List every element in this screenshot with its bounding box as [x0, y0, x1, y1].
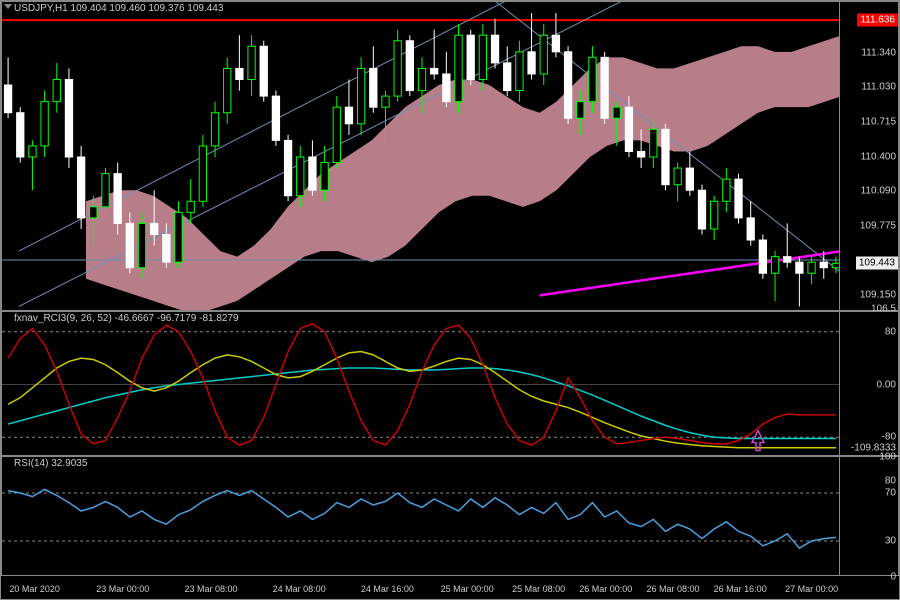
- rsi-plot[interactable]: [2, 457, 840, 575]
- rsi-title: RSI(14) 32.9035: [14, 458, 87, 469]
- current-price-box: 109.443: [856, 256, 898, 269]
- time-label: 24 Mar 16:00: [361, 584, 414, 594]
- dropdown-icon[interactable]: [4, 4, 12, 9]
- price-plot[interactable]: [2, 2, 840, 310]
- time-label: 20 Mar 2020: [9, 584, 60, 594]
- price-panel[interactable]: USDJPY,H1 109.404 109.460 109.376 109.44…: [1, 1, 899, 311]
- price-ytick: 110.090: [861, 186, 896, 197]
- price-ytick: 109.150: [860, 290, 896, 301]
- rci-ytick: 0.00: [877, 379, 896, 390]
- time-label: 23 Mar 08:00: [184, 584, 237, 594]
- rsi-ytick: 30: [885, 536, 896, 547]
- price-yaxis: 109.150 109.775 110.090 110.400 110.715 111.0…: [839, 2, 898, 310]
- price-ytick: 111.340: [861, 47, 896, 58]
- instrument-title: USDJPY,H1 109.404 109.460 109.376 109.44…: [14, 3, 223, 14]
- rsi-ytick: 100: [879, 452, 896, 463]
- time-label: 26 Mar 08:00: [646, 584, 699, 594]
- rsi-ytick: 70: [885, 488, 896, 499]
- rci-panel[interactable]: fxnav_RCI3(9, 26, 52) -46.6667 -96.7179 …: [1, 311, 899, 456]
- rci-ytick: -80: [882, 432, 896, 443]
- price-ytick: 111.030: [861, 82, 896, 93]
- time-label: 23 Mar 00:00: [96, 584, 149, 594]
- resistance-price-box: 111.636: [857, 14, 898, 27]
- time-label: 25 Mar 08:00: [512, 584, 565, 594]
- time-label: 26 Mar 00:00: [579, 584, 632, 594]
- time-label: 25 Mar 00:00: [441, 584, 494, 594]
- price-ytick: 110.400: [861, 152, 896, 163]
- rsi-yaxis: 0307080100: [839, 457, 898, 575]
- time-label: 24 Mar 08:00: [273, 584, 326, 594]
- rci-title: fxnav_RCI3(9, 26, 52) -46.6667 -96.7179 …: [14, 313, 239, 324]
- rci-ytick: 80: [885, 326, 896, 337]
- chart-window[interactable]: USDJPY,H1 109.404 109.460 109.376 109.44…: [0, 0, 900, 600]
- time-label: 27 Mar 00:00: [785, 584, 838, 594]
- price-ytick: 110.715: [861, 117, 896, 128]
- time-axis: 20 Mar 2020 23 Mar 00:00 23 Mar 08:00 24 Ma…: [1, 576, 899, 600]
- rsi-ytick: 80: [885, 476, 896, 487]
- rci-yaxis: -800.0080-109.8333: [839, 312, 898, 455]
- rci-plot[interactable]: [2, 312, 840, 455]
- rsi-panel[interactable]: RSI(14) 32.9035 0307080100: [1, 456, 899, 576]
- time-label: 26 Mar 16:00: [714, 584, 767, 594]
- price-ytick: 109.775: [860, 221, 896, 232]
